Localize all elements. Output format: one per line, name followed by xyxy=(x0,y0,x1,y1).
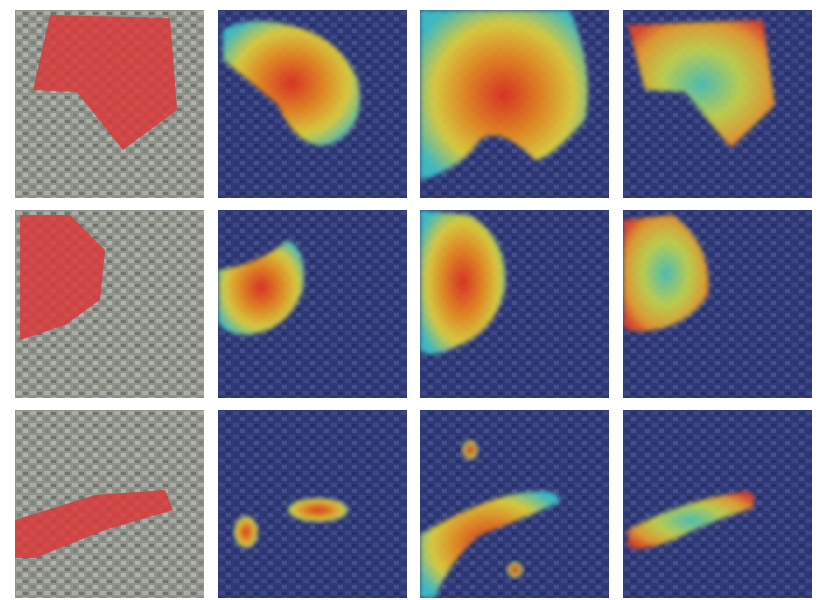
panel-heatmap xyxy=(420,410,609,598)
panel-heatmap xyxy=(218,410,407,598)
panel-satellite xyxy=(15,10,204,198)
panel-satellite xyxy=(15,210,204,398)
panel-heatmap xyxy=(623,210,812,398)
panel-heatmap xyxy=(623,410,812,598)
panel-heatmap xyxy=(218,210,407,398)
panel-heatmap xyxy=(420,210,609,398)
panel-heatmap xyxy=(218,10,407,198)
panel-satellite xyxy=(15,410,204,598)
panel-heatmap xyxy=(623,10,812,198)
panel-heatmap xyxy=(420,10,609,198)
